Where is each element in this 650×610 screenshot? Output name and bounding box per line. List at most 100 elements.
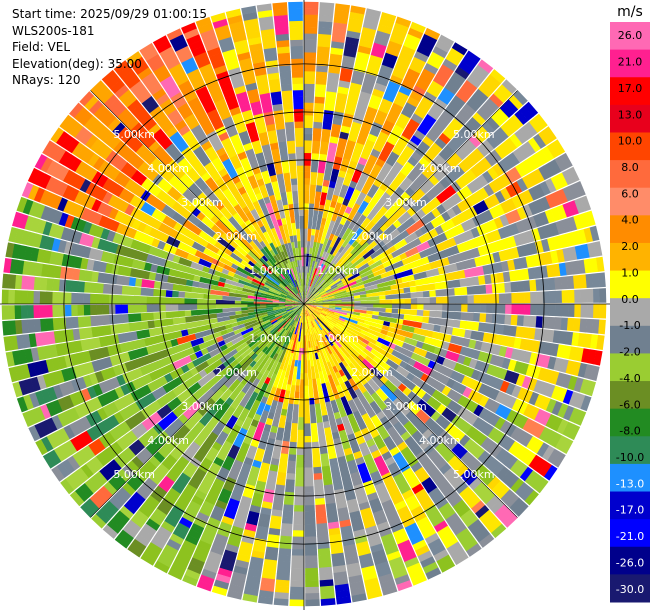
range-gate: [367, 352, 376, 360]
range-gate: [278, 548, 292, 556]
range-gate: [362, 390, 371, 399]
range-gate: [406, 68, 421, 80]
range-gate: [589, 225, 600, 242]
range-gate: [447, 76, 463, 90]
range-gate: [386, 171, 397, 182]
range-gate: [286, 473, 296, 481]
range-gate: [304, 373, 308, 380]
range-gate: [525, 339, 535, 352]
range-gate: [314, 485, 324, 493]
range-gate: [346, 214, 355, 223]
range-gate: [309, 306, 316, 311]
range-gate: [513, 258, 522, 270]
range-gate: [353, 292, 361, 296]
range-gate: [330, 329, 337, 336]
range-gate: [304, 291, 306, 298]
range-gate: [410, 113, 424, 125]
range-gate: [388, 342, 397, 350]
range-gate: [421, 204, 432, 215]
range-gate: [315, 325, 320, 333]
range-gate: [381, 276, 390, 283]
range-gate: [552, 139, 566, 156]
range-gate: [286, 409, 293, 417]
range-gate: [312, 289, 318, 296]
range-gate: [353, 350, 361, 358]
range-gate: [312, 378, 317, 386]
range-gate: [360, 304, 368, 308]
range-gate: [523, 351, 532, 364]
range-gate: [507, 336, 516, 348]
range-gate: [510, 459, 524, 474]
range-gate: [415, 315, 424, 323]
range-gate: [319, 330, 325, 337]
range-gate: [301, 354, 304, 361]
range-gate: [457, 395, 468, 407]
range-gate: [467, 495, 482, 509]
range-gate: [377, 240, 386, 249]
range-gate: [459, 84, 474, 98]
range-gate: [304, 152, 312, 160]
range-gate: [418, 73, 433, 86]
range-gate: [350, 247, 358, 255]
range-gate: [511, 195, 523, 209]
range-gate: [396, 318, 404, 325]
range-gate: [362, 348, 371, 356]
radar-ray: [304, 304, 566, 468]
range-gate: [435, 289, 443, 297]
range-gate: [446, 156, 458, 169]
range-gate: [453, 253, 463, 263]
range-gate: [376, 487, 389, 498]
range-gate: [334, 296, 342, 299]
range-gate: [391, 294, 399, 300]
range-gate: [335, 333, 342, 340]
range-gate: [421, 322, 429, 330]
range-gate: [203, 299, 210, 304]
range-gate: [388, 258, 397, 266]
range-gate: [320, 141, 329, 149]
range-gate: [345, 285, 353, 291]
range-gate: [568, 424, 581, 441]
range-gate: [556, 172, 569, 188]
range-gate: [315, 283, 320, 290]
range-gate: [304, 39, 317, 47]
range-gate: [327, 292, 335, 297]
range-gate: [329, 263, 336, 270]
range-gate: [537, 252, 547, 266]
range-gate: [417, 334, 426, 343]
range-gate: [579, 212, 590, 228]
range-gate: [522, 243, 532, 256]
range-gate: [446, 122, 460, 136]
range-gate: [388, 556, 404, 568]
range-gate: [431, 453, 444, 466]
range-gate: [538, 461, 553, 477]
range-gate: [304, 89, 315, 97]
range-gate: [330, 283, 337, 289]
range-gate: [520, 159, 533, 175]
range-gate: [394, 500, 407, 511]
range-gate: [354, 306, 361, 310]
range-gate: [450, 335, 459, 345]
range-gate: [447, 343, 457, 353]
range-gate: [234, 310, 242, 315]
range-gate: [344, 42, 358, 52]
range-gate: [580, 195, 592, 212]
range-gate: [502, 155, 515, 170]
range-gate: [378, 466, 390, 477]
range-gate: [305, 291, 308, 299]
range-gate: [413, 129, 426, 141]
range-gate: [337, 196, 345, 204]
range-gate: [447, 311, 456, 320]
range-gate: [431, 400, 442, 411]
range-gate: [562, 247, 572, 262]
range-gate: [335, 201, 343, 210]
range-gate: [319, 153, 328, 161]
range-gate: [323, 173, 331, 181]
range-gate: [383, 351, 392, 359]
range-gate: [407, 425, 418, 436]
range-gate: [480, 437, 493, 450]
range-gate: [348, 222, 356, 230]
range-gate: [46, 278, 54, 291]
range-gate: [304, 479, 314, 487]
range-gate: [295, 467, 304, 475]
range-gate: [309, 286, 314, 294]
